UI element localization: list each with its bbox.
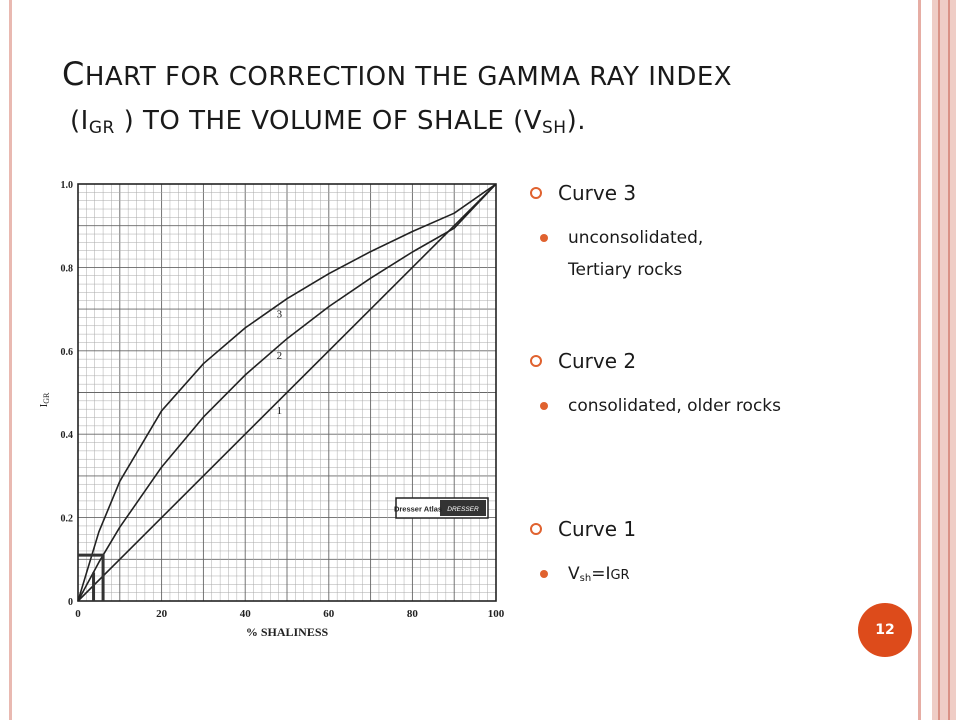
bullet-group-curve-3: Curve 3 unconsolidated, Tertiary rocks	[530, 178, 910, 346]
y-axis-label: IGR	[38, 392, 51, 407]
y-tick-label: 0	[68, 597, 73, 608]
bullet-curve-1: Curve 1	[530, 514, 910, 544]
x-tick-label: 80	[407, 608, 419, 620]
bullet-group-curve-2: Curve 2 consolidated, older rocks	[530, 346, 910, 514]
logo-text-2: DRESSER	[447, 506, 479, 513]
x-tick-label: 40	[240, 608, 252, 620]
x-tick-label: 60	[323, 608, 335, 620]
slide-title: CHART FOR CORRECTION THE GAMMA RAY INDEX…	[62, 55, 733, 138]
x-axis-label: % SHALINESS	[246, 625, 329, 639]
curve-labels: 1 2 3	[277, 309, 283, 417]
curve-label-3: 3	[277, 309, 283, 321]
dresser-atlas-logo: Dresser Atlas DRESSER	[394, 497, 489, 519]
chart-ticks: 0 20 40 60 80 100 0 0.2 0.4 0.6 0.8 1.0	[61, 180, 505, 620]
curve-1	[77, 183, 497, 602]
y-tick-label: 0.6	[61, 347, 74, 358]
bullet-curve-1-detail: Vsh=IGR	[540, 558, 910, 595]
curve-label-2: 2	[277, 350, 283, 362]
annotation-lines	[78, 553, 105, 601]
slide-frame-right	[918, 0, 960, 720]
bullet-curve-2-detail: consolidated, older rocks	[540, 390, 808, 422]
y-tick-label: 0.8	[61, 263, 74, 274]
x-tick-label: 0	[75, 608, 81, 620]
y-tick-label: 0.2	[61, 514, 74, 525]
plot-border	[77, 183, 497, 602]
logo-text-1: Dresser Atlas	[394, 505, 442, 514]
bullet-group-curve-1: Curve 1 Vsh=IGR	[530, 514, 910, 682]
chart-curves	[77, 183, 497, 602]
curve-label-1: 1	[277, 405, 283, 417]
x-tick-label: 100	[488, 608, 505, 620]
y-tick-label: 0.4	[61, 430, 74, 441]
y-tick-label: 1.0	[61, 180, 74, 191]
curve-legend-list: Curve 3 unconsolidated, Tertiary rocks C…	[530, 178, 910, 682]
curve-3	[77, 183, 497, 602]
bullet-curve-3: Curve 3	[530, 178, 910, 208]
gamma-ray-chart: 0 20 40 60 80 100 0 0.2 0.4 0.6 0.8 1.0 1 2 3 Dresser…	[38, 180, 505, 639]
chart-annotation	[78, 553, 105, 601]
x-tick-label: 20	[156, 608, 168, 620]
svg-text:IGR: IGR	[38, 392, 51, 407]
slide-frame-left	[9, 0, 12, 720]
bullet-curve-2: Curve 2	[530, 346, 910, 376]
bullet-curve-3-detail: unconsolidated, Tertiary rocks	[540, 222, 768, 286]
chart-grid	[78, 184, 496, 601]
page-number-badge: 12	[858, 603, 912, 657]
curve-2	[77, 183, 497, 602]
